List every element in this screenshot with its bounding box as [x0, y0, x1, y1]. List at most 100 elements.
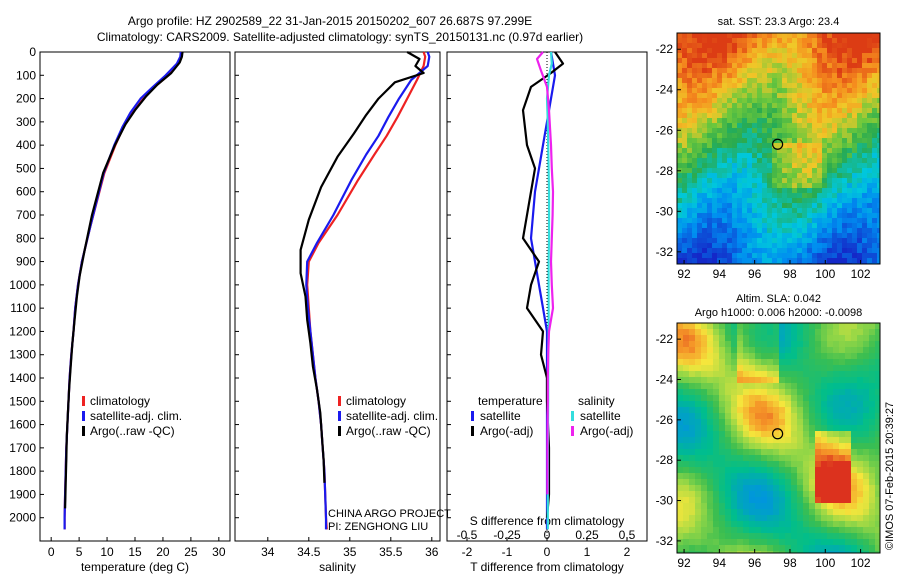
legend-swatch	[571, 411, 574, 421]
y-tick-label: 1000	[9, 278, 36, 292]
legend-entry: Argo(-adj)	[580, 424, 633, 438]
project-pi: PI: ZENGHONG LIU	[328, 521, 428, 533]
x-tick-label: 34.5	[297, 545, 321, 559]
lon-tick-label: 102	[851, 267, 871, 281]
difference-panel: -2 -1 0 1 2-0.5 -0.25 0 0.25 0.5S difference fro…	[446, 51, 648, 574]
legend-group-title: temperature	[478, 394, 543, 408]
y-tick-label: 300	[16, 115, 36, 129]
salinity-diff-tick-label: 0.5	[619, 528, 636, 542]
salinity-diff-tick-label: 0	[544, 528, 551, 542]
y-tick-label: 100	[16, 68, 36, 82]
argo-float-location-marker	[772, 428, 784, 440]
legend-swatch	[82, 396, 85, 406]
figure-title-line2: Climatology: CARS2009. Satellite-adjuste…	[97, 30, 583, 44]
y-tick-label: 0	[29, 45, 36, 59]
lat-tick-label: -24	[656, 372, 674, 386]
legend-entry: climatology	[346, 394, 406, 408]
legend-entry: Argo(-adj)	[480, 424, 533, 438]
lat-tick-label: -32	[656, 245, 674, 259]
legend-swatch	[571, 426, 574, 436]
y-tick-label: 1400	[9, 371, 36, 385]
y-tick-label: 1600	[9, 418, 36, 432]
x-tick-label: 34	[261, 545, 275, 559]
salinity-diff-tick-label: -0.5	[457, 528, 478, 542]
argo-float-location-marker	[772, 138, 784, 150]
legend-entry: Argo(..raw -QC)	[90, 424, 175, 438]
plot-frame	[39, 51, 231, 542]
legend-entry: satellite-adj. clim.	[90, 409, 182, 423]
legend-swatch	[338, 426, 341, 436]
x-tick-label: 15	[128, 545, 142, 559]
y-tick-label: 1500	[9, 394, 36, 408]
legend-entry: Argo(..raw -QC)	[346, 424, 431, 438]
x-tick-label: 10	[100, 545, 114, 559]
lon-tick-label: 94	[713, 267, 727, 281]
series-line-salinity-argo-adj-	[535, 51, 555, 495]
map-title: Altim. SLA: 0.042	[736, 293, 821, 305]
sst-color-field	[677, 33, 881, 265]
x-tick-label: 0	[544, 545, 551, 559]
lon-tick-label: 100	[815, 556, 835, 570]
lon-tick-label: 96	[748, 267, 762, 281]
map-frame	[676, 322, 881, 554]
y-tick-label: 900	[16, 255, 36, 269]
legend-swatch	[338, 396, 341, 406]
project-name: CHINA ARGO PROJECT	[328, 508, 451, 520]
x-tick-label: 36	[425, 545, 439, 559]
x-tick-label: 2	[624, 545, 631, 559]
legend-swatch	[338, 411, 341, 421]
lat-tick-label: -28	[656, 164, 674, 178]
legend-swatch	[82, 411, 85, 421]
sla-color-field	[677, 323, 881, 554]
lon-tick-label: 96	[748, 556, 762, 570]
y-tick-label: 200	[16, 92, 36, 106]
legend-swatch	[82, 426, 85, 436]
salinity-panel: 34 34.5 35 35.5 36 salinity climatologysatelli…	[234, 51, 441, 574]
lat-tick-label: -22	[656, 42, 674, 56]
x-tick-label: 30	[212, 545, 226, 559]
legend-swatch	[471, 426, 474, 436]
temperature-panel: 0 5 10 15 20 25 300100200300400500600700800900…	[9, 45, 231, 574]
legend-swatch	[471, 411, 474, 421]
lon-tick-label: 94	[713, 556, 727, 570]
figure-title-line1: Argo profile: HZ 2902589_22 31-Jan-2015 …	[128, 14, 532, 28]
lon-tick-label: 98	[783, 267, 797, 281]
legend-group-title: salinity	[578, 394, 615, 408]
x-tick-label: 25	[184, 545, 198, 559]
x-tick-label: 35	[343, 545, 357, 559]
y-tick-label: 2000	[9, 511, 36, 525]
y-tick-label: 600	[16, 185, 36, 199]
lat-tick-label: -26	[656, 413, 674, 427]
y-tick-label: 1700	[9, 441, 36, 455]
legend-entry: satellite-adj. clim.	[346, 409, 438, 423]
x-tick-label: 20	[156, 545, 170, 559]
x-tick-label: -1	[502, 545, 513, 559]
lat-tick-label: -22	[656, 332, 674, 346]
series-line-argo-raw-qc-	[64, 51, 184, 509]
lat-tick-label: -28	[656, 453, 674, 467]
legend-entry: climatology	[90, 394, 150, 408]
y-tick-label: 1800	[9, 464, 36, 478]
map-title: sat. SST: 23.3 Argo: 23.4	[718, 16, 840, 28]
sst-map-panel: 92 94 96 98 100 102 -22 -24 -26 -28 -30 -32 sat. SST…	[656, 16, 881, 281]
y-tick-label: 1300	[9, 348, 36, 362]
series-line-argo-raw-qc-	[299, 51, 425, 483]
x-tick-label: 0	[48, 545, 55, 559]
lon-tick-label: 100	[815, 267, 835, 281]
sla-map-panel: 92 94 96 98 100 102 -22 -24 -26 -28 -30 -32 Altim. S…	[656, 293, 881, 570]
legend-entry: satellite	[580, 409, 621, 423]
x-axis-label: T difference from climatology	[470, 560, 624, 574]
salinity-diff-tick-label: -0.25	[493, 528, 521, 542]
y-tick-label: 400	[16, 138, 36, 152]
x-tick-label: 5	[76, 545, 83, 559]
x-tick-label: 35.5	[379, 545, 403, 559]
y-tick-label: 1200	[9, 324, 36, 338]
map-frame	[676, 32, 881, 265]
lat-tick-label: -30	[656, 204, 674, 218]
legend-entry: satellite	[480, 409, 521, 423]
y-tick-label: 1900	[9, 487, 36, 501]
map-subtitle: Argo h1000: 0.006 h2000: -0.0098	[695, 307, 863, 319]
y-tick-label: 700	[16, 208, 36, 222]
x-axis-label: salinity	[319, 560, 356, 574]
